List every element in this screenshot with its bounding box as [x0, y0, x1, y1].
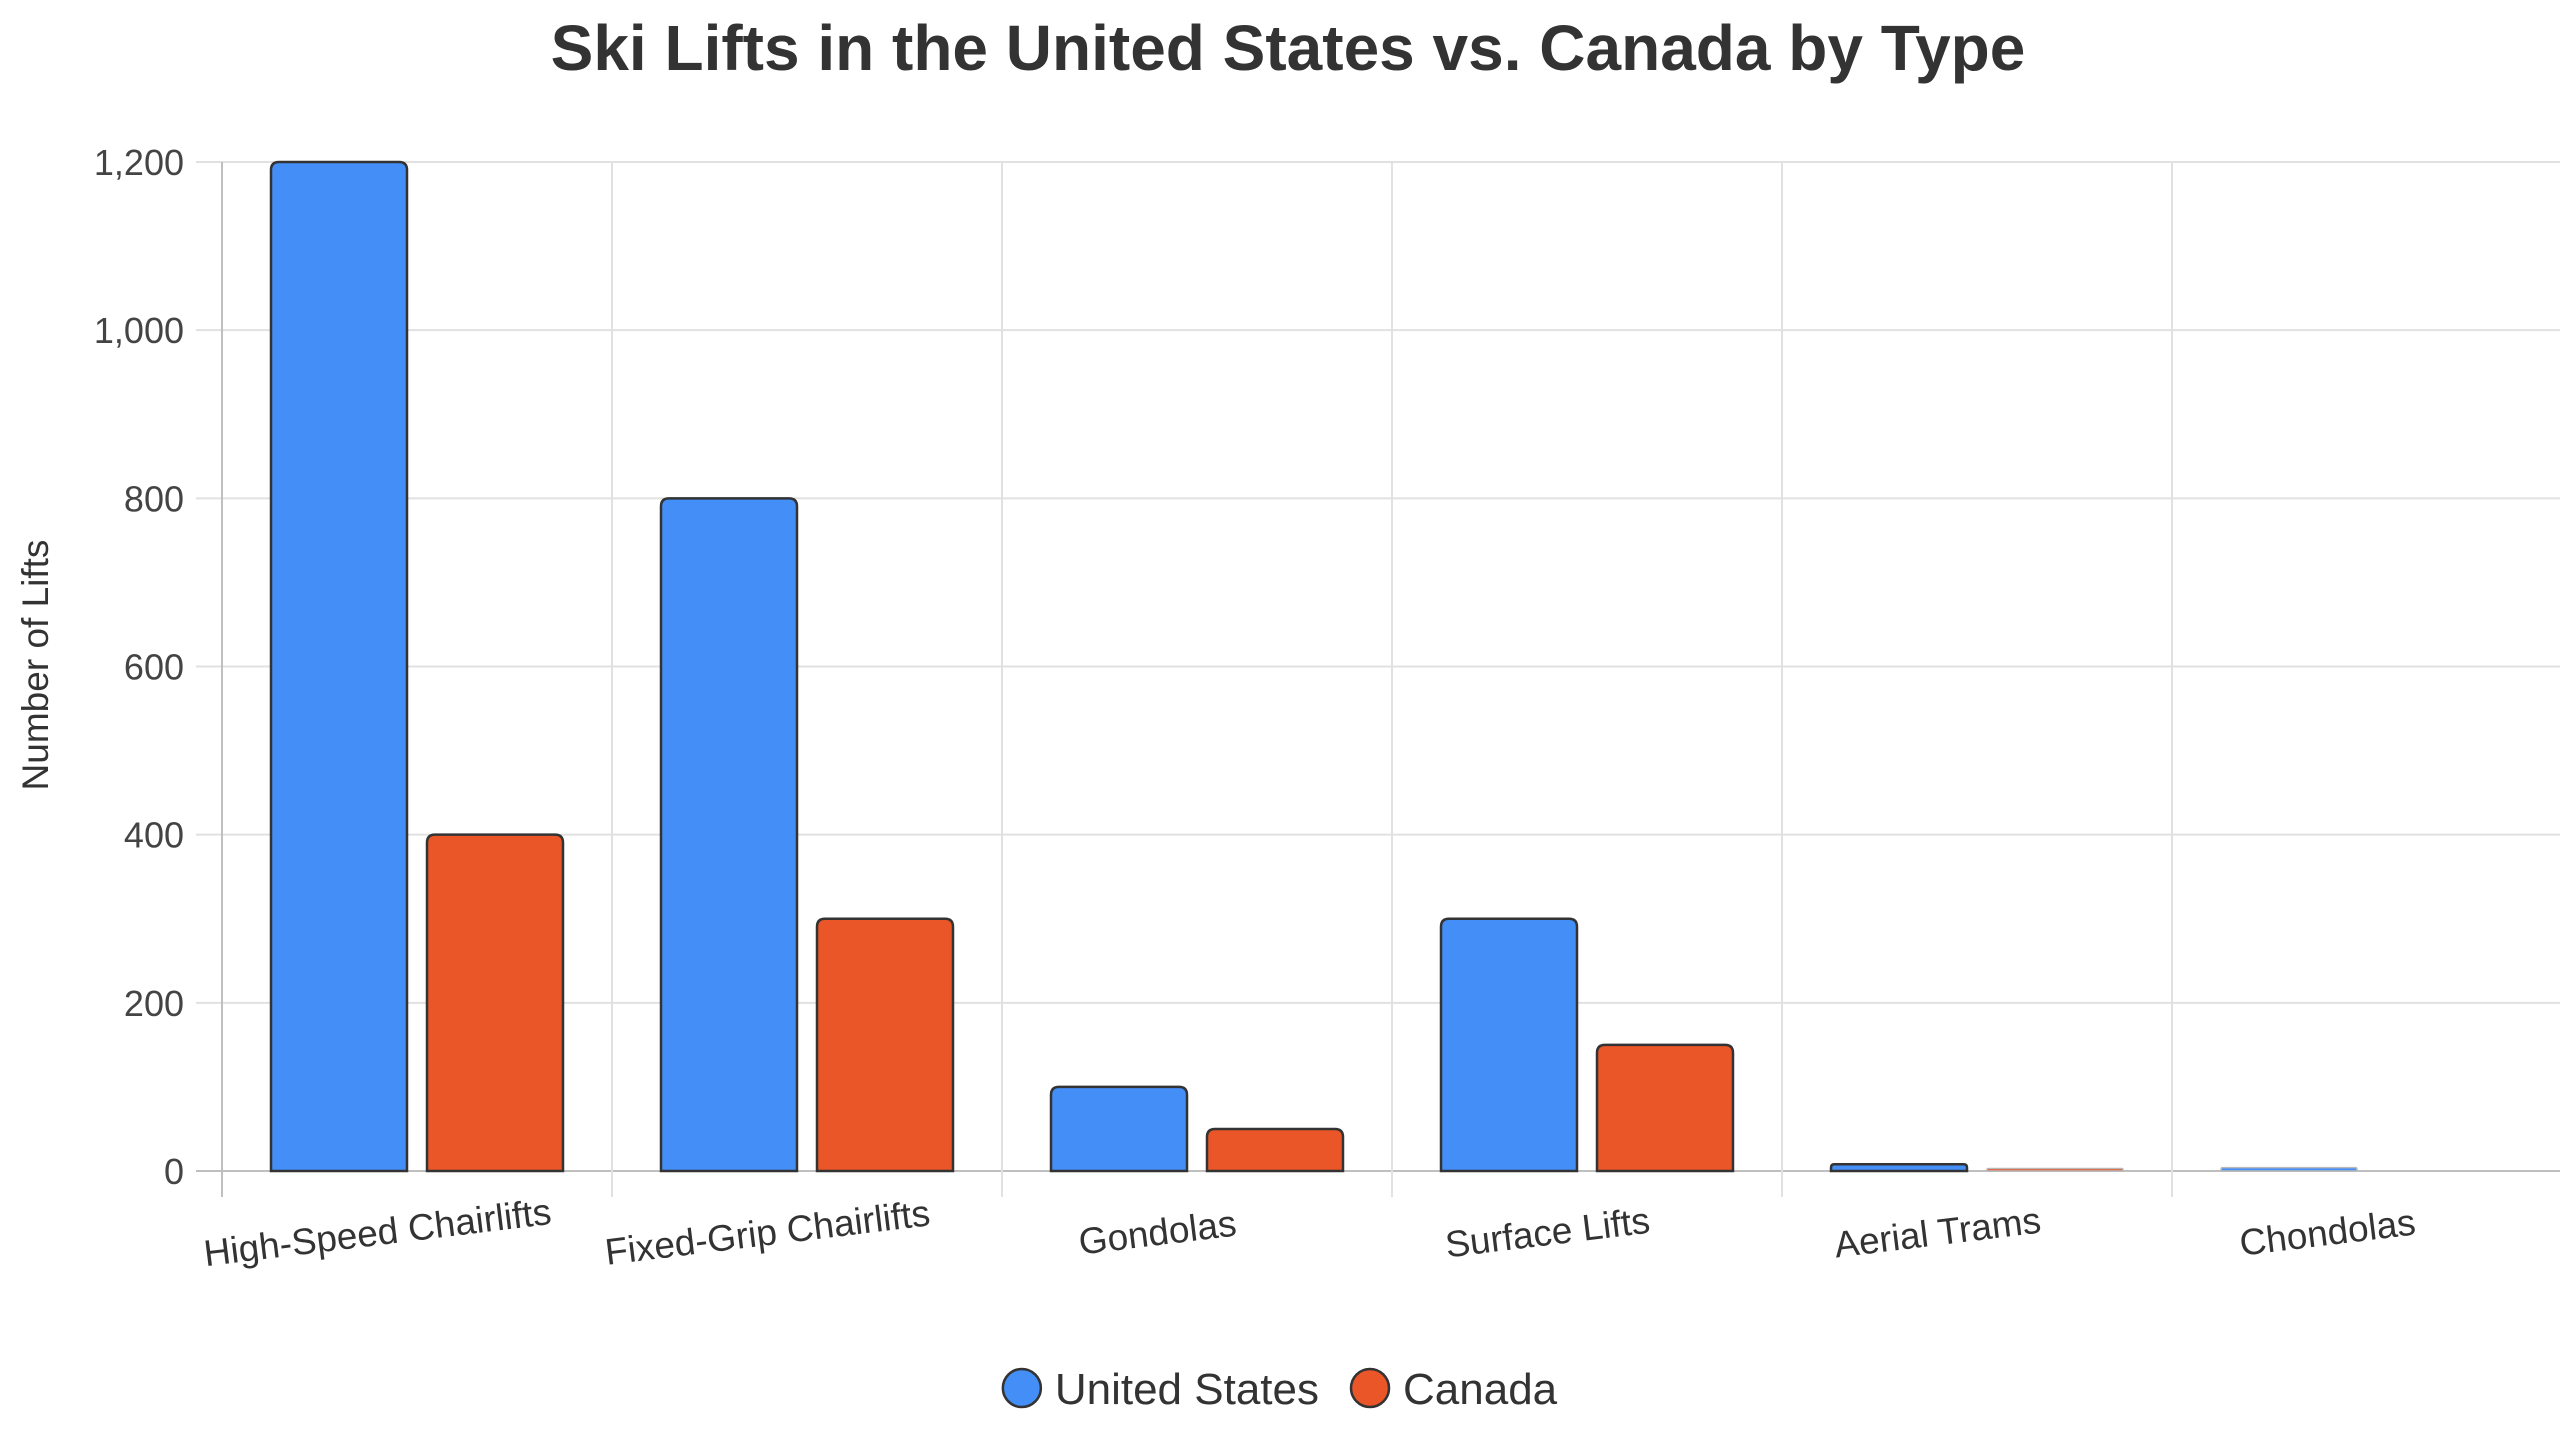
bar-united-states[interactable]: [659, 497, 799, 1173]
y-axis-ticks: 0 200 400 600 800 1,000 1,200: [94, 142, 184, 1192]
bar-united-states[interactable]: [269, 160, 409, 1173]
legend-marker-canada[interactable]: [1349, 1367, 1391, 1409]
y-tick-label: 0: [164, 1151, 184, 1192]
bar-canada[interactable]: [1986, 1167, 2124, 1172]
x-axis-ticks: High-Speed Chairlifts Fixed-Grip Chairlif…: [201, 1191, 2417, 1274]
bar-united-states[interactable]: [1829, 1163, 1969, 1173]
bar-canada[interactable]: [815, 917, 955, 1173]
bar-united-states[interactable]: [2220, 1166, 2358, 1172]
grid: [196, 161, 2560, 1197]
x-tick-label: Surface Lifts: [1443, 1200, 1652, 1266]
bar-canada[interactable]: [1205, 1127, 1345, 1173]
legend-label: Canada: [1403, 1365, 1558, 1414]
y-tick-label: 1,200: [94, 142, 184, 183]
bar-canada[interactable]: [425, 833, 565, 1173]
bars: [269, 160, 2358, 1173]
chart-title: Ski Lifts in the United States vs. Canad…: [551, 12, 2026, 84]
y-tick-label: 800: [124, 478, 184, 519]
legend-marker-united-states[interactable]: [1001, 1367, 1043, 1409]
x-tick-label: Fixed-Grip Chairlifts: [603, 1192, 932, 1273]
y-tick-label: 200: [124, 983, 184, 1024]
legend-label: United States: [1055, 1365, 1319, 1414]
bar-united-states[interactable]: [1439, 917, 1579, 1173]
y-axis-label: Number of Lifts: [15, 540, 56, 791]
y-tick-label: 600: [124, 647, 184, 688]
x-tick-label: Chondolas: [2237, 1201, 2418, 1263]
x-tick-label: Gondolas: [1076, 1203, 1238, 1263]
y-tick-label: 400: [124, 815, 184, 856]
bar-united-states[interactable]: [1049, 1085, 1189, 1173]
y-tick-label: 1,000: [94, 310, 184, 351]
x-tick-label: High-Speed Chairlifts: [201, 1191, 553, 1274]
legend: United States Canada: [1001, 1365, 1558, 1414]
x-tick-label: Aerial Trams: [1832, 1200, 2043, 1266]
bar-canada[interactable]: [1595, 1043, 1735, 1173]
